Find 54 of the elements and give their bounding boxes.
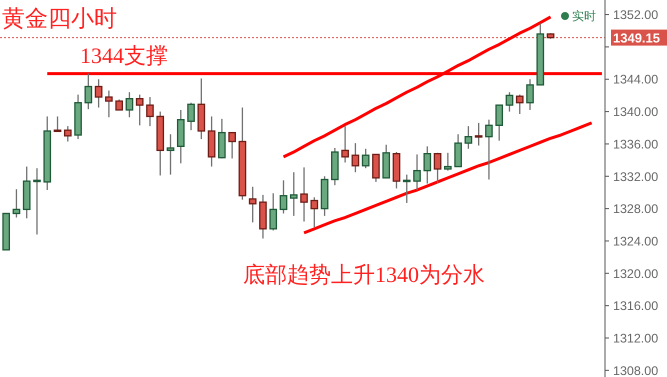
y-tick-label: 1344.00 [613, 72, 658, 87]
y-tick-label: 1312.00 [613, 331, 658, 346]
candlestick [248, 186, 257, 224]
annotation: 底部趋势上升1340为分水 [243, 262, 485, 287]
candlestick [506, 92, 514, 112]
annotation: 实时 [572, 9, 596, 23]
candlestick [402, 174, 411, 204]
candlestick [33, 168, 41, 236]
y-tick-label: 1336.00 [613, 137, 658, 152]
candlestick [146, 96, 154, 127]
y-tick-label: 1316.00 [613, 299, 658, 314]
candlestick [94, 78, 102, 108]
y-tick-label: 1340.00 [613, 105, 658, 120]
candlestick [115, 98, 123, 111]
candlestick [300, 166, 308, 222]
candlestick [341, 125, 349, 164]
candlestick [54, 116, 62, 132]
candlestick [84, 72, 92, 110]
candlestick [413, 154, 421, 191]
candlestick [310, 196, 318, 228]
candlestick [105, 90, 113, 118]
annotation: 1344支撑 [80, 43, 168, 68]
candlestick [526, 78, 534, 111]
candlestick [166, 134, 174, 176]
candlestick [454, 134, 462, 168]
candlestick [126, 92, 134, 118]
candlestick [290, 172, 298, 217]
y-tick-label: 1308.00 [613, 364, 658, 377]
candlestick [474, 122, 482, 146]
y-tick-label: 1328.00 [613, 202, 658, 216]
y-tick-label: 1324.00 [613, 234, 658, 248]
candlestick [495, 104, 504, 142]
candlestick [12, 188, 20, 218]
candlestick [269, 192, 278, 232]
candlestick [423, 146, 432, 184]
ref-line-label: 1349.15 [613, 30, 660, 46]
candlestick [485, 119, 493, 180]
candlestick [372, 154, 380, 183]
candlestick [64, 125, 72, 142]
candlestick [464, 125, 472, 150]
candlestick [136, 94, 144, 126]
y-tick-label: 1332.00 [613, 170, 658, 184]
line-series [302, 121, 594, 234]
candlestick [444, 152, 452, 172]
candlestick [516, 94, 524, 115]
candlestick [187, 102, 195, 131]
y-tick-label: 1320.00 [613, 266, 658, 281]
candlestick [228, 132, 236, 160]
y-tick-label: 1352.00 [613, 8, 658, 22]
candlestick [280, 180, 288, 214]
chart-title: 黄金四小时 [2, 6, 117, 31]
candlestick [434, 152, 442, 184]
candlestick [352, 142, 360, 173]
candlestick [362, 148, 370, 169]
